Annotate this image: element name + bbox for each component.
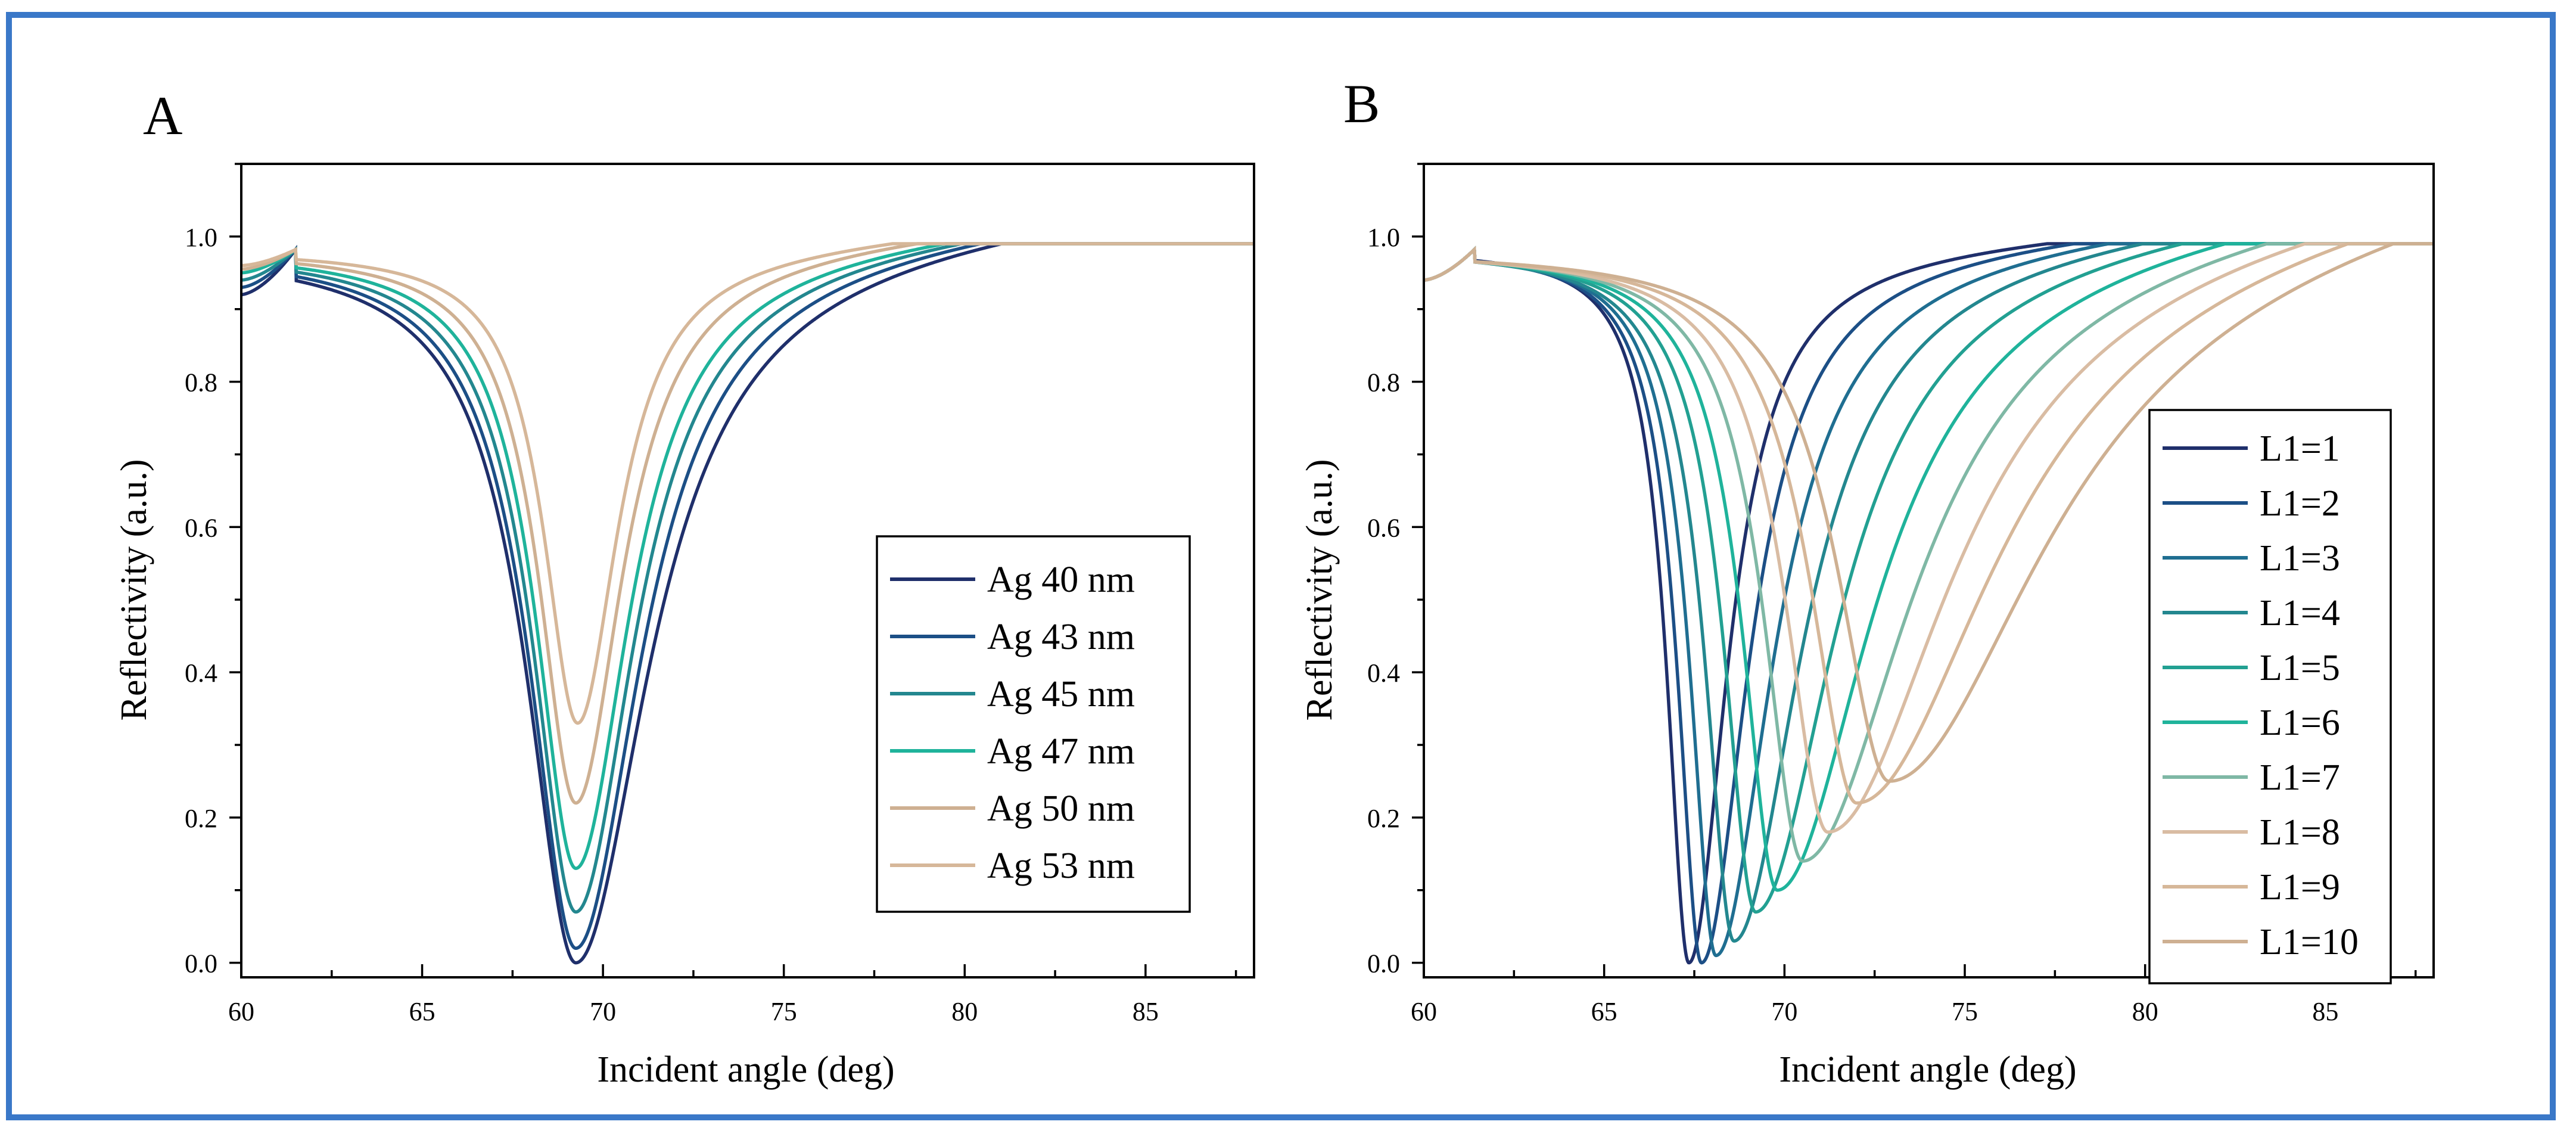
y-tick-label: 0.8 [1367,368,1400,397]
panel-b-x-axis-title: Incident angle (deg) [1779,1049,2076,1090]
legend-label-9: L1=9 [2260,867,2340,908]
figure-frame [6,12,2556,1120]
legend-label-8: L1=8 [2260,812,2340,853]
x-tick-label: 65 [409,997,435,1026]
legend: L1=1 L1=2 L1=3 L1=4 L1=5 L1=6 L1=7 L1=8 L1=9 L1=1… [2148,409,2392,984]
legend-box [876,535,1191,913]
legend-label-5: Ag 50 nm [987,788,1135,829]
x-tick-label: 70 [590,997,616,1026]
x-tick-label: 75 [771,997,797,1026]
legend-label-2: L1=2 [2260,483,2340,524]
legend-label-1: Ag 40 nm [987,560,1135,600]
panel-0-series-group [241,242,1254,965]
legend-label-3: L1=3 [2260,538,2340,579]
legend-label-2: Ag 43 nm [987,617,1135,657]
legend-label-6: L1=6 [2260,703,2340,743]
plot-area-frame [240,163,1255,979]
legend-label-10: L1=10 [2260,922,2359,962]
y-tick-label: 0.0 [1367,949,1400,979]
plot-area-frame [1423,163,2435,979]
y-tick-label: 0.8 [185,368,217,397]
panel-b-label: B [1343,73,1380,134]
panel-a-x-axis-title: Incident angle (deg) [597,1049,894,1090]
x-tick-label: 85 [2312,997,2338,1026]
x-tick-label: 85 [1133,997,1159,1026]
legend-label-4: Ag 47 nm [987,731,1135,772]
legend-label-4: L1=4 [2260,593,2340,633]
x-tick-label: 80 [2132,997,2158,1026]
x-tick-label: 60 [228,997,254,1026]
y-tick-label: 0.6 [185,513,217,542]
y-tick-label: 0.4 [1367,658,1400,688]
x-tick-label: 70 [1771,997,1797,1026]
y-tick-label: 0.2 [185,804,217,833]
y-tick-label: 1.0 [1367,223,1400,252]
series-line-8 [1424,242,2434,834]
y-tick-label: 1.0 [185,223,217,252]
x-tick-label: 60 [1411,997,1437,1026]
x-tick-label: 75 [1952,997,1978,1026]
panel-b: B Incident angle (deg) Reflectivity (a.u… [1299,73,2435,1090]
legend-label-6: Ag 53 nm [987,846,1135,886]
legend-label-3: Ag 45 nm [987,674,1135,715]
x-tick-label: 65 [1591,997,1617,1026]
legend-label-7: L1=7 [2260,757,2340,798]
y-tick-label: 0.6 [1367,513,1400,542]
legend-label-1: L1=1 [2260,428,2340,469]
panel-a: A Incident angle (deg) Reflectivity (a.u… [114,85,1255,1090]
legend: Ag 40 nm Ag 43 nm Ag 45 nm Ag 47 nm Ag 50 nm… [876,535,1191,913]
y-tick-label: 0.0 [185,949,217,979]
panel-b-y-axis-title: Reflectivity (a.u.) [1299,459,1340,721]
series-line-7 [1424,242,2434,863]
y-tick-label: 0.4 [185,658,217,688]
panel-a-y-axis-title: Reflectivity (a.u.) [114,459,154,721]
panel-a-label: A [143,85,182,146]
series-line-6 [241,242,1254,725]
x-tick-label: 80 [951,997,978,1026]
legend-label-5: L1=5 [2260,648,2340,688]
series-line-10 [1424,242,2434,783]
panel-1-series-group [1424,242,2434,965]
y-tick-label: 0.2 [1367,804,1400,833]
